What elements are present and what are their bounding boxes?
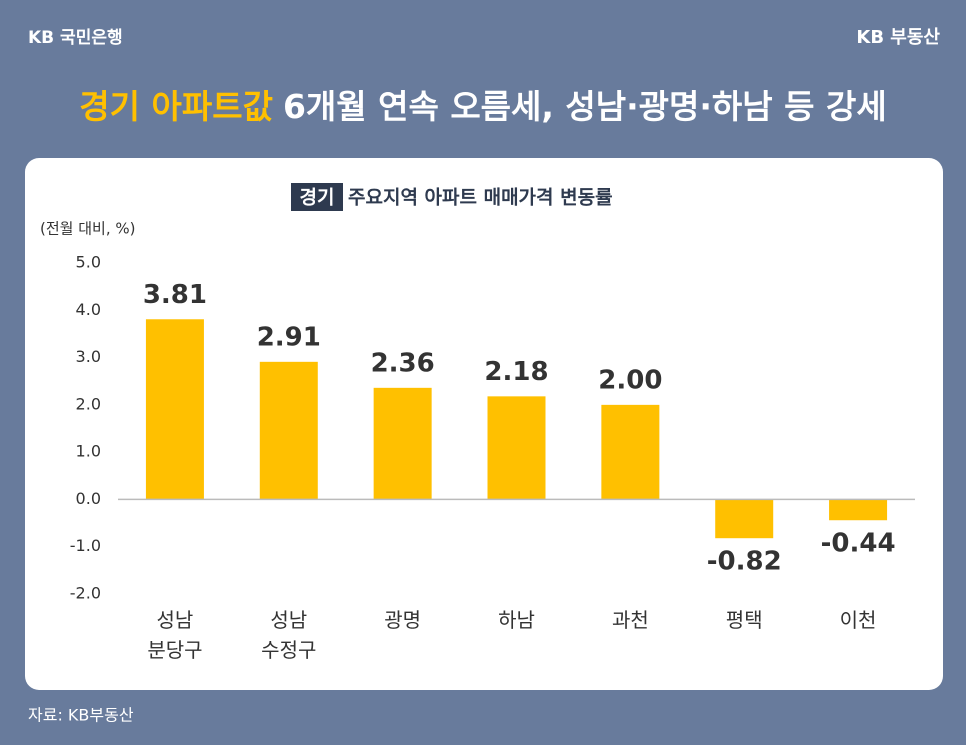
x-tick-label: 이천 (840, 608, 877, 632)
y-tick-label: 2.0 (76, 394, 101, 413)
logo: KB 국민은행 (28, 28, 123, 48)
headline-highlight: 경기 아파트값 (79, 87, 273, 126)
x-tick-label: 평택 (726, 608, 763, 632)
value-label: -0.82 (707, 547, 782, 577)
x-tick-label: 광명 (384, 608, 421, 632)
source: 자료: KB부동산 (28, 706, 134, 725)
x-tick-label: 하남 (498, 608, 535, 632)
y-axis-label: (전월 대비, %) (40, 220, 135, 238)
bar (601, 404, 660, 500)
value-label: 2.91 (257, 322, 321, 352)
y-tick-label: 4.0 (76, 300, 101, 319)
chart-title-tag: 경기 (300, 187, 335, 209)
brand: KB 부동산 (856, 27, 940, 48)
value-label: 3.81 (143, 280, 207, 310)
bar (487, 396, 546, 500)
headline: 경기 아파트값 6개월 연속 오름세, 성남·광명·하남 등 강세 (79, 87, 886, 126)
value-label: 2.36 (371, 348, 435, 378)
bar (373, 387, 432, 500)
value-label: 2.00 (598, 365, 662, 395)
bar (145, 319, 204, 500)
title-tag-box (291, 183, 343, 211)
chart-title: 주요지역 아파트 매매가격 변동률 (348, 187, 613, 209)
value-label: 2.18 (484, 357, 548, 387)
y-tick-label: 3.0 (76, 347, 101, 366)
bar (715, 499, 774, 539)
y-tick-label: 5.0 (76, 253, 101, 272)
bar (259, 361, 318, 500)
chart-panel (25, 158, 943, 690)
y-tick-label: -1.0 (70, 536, 101, 555)
x-tick-label: 성남 수정구 (261, 608, 316, 662)
y-tick-label: 0.0 (76, 489, 101, 508)
x-tick-label: 과천 (612, 608, 649, 632)
bar (829, 499, 888, 521)
value-label: -0.44 (821, 529, 896, 559)
y-tick-label: 1.0 (76, 442, 101, 461)
headline-rest: 6개월 연속 오름세, 성남·광명·하남 등 강세 (283, 87, 887, 126)
x-tick-label: 성남 분당구 (147, 608, 202, 662)
y-tick-label: -2.0 (70, 584, 101, 603)
